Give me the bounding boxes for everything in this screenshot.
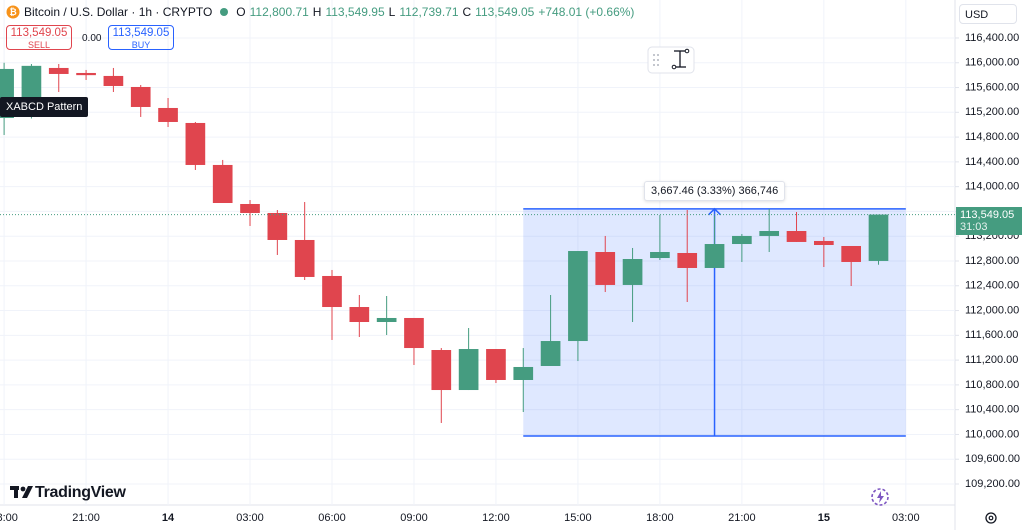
candle-body <box>130 86 151 107</box>
marks <box>0 62 955 437</box>
y-tick-label: 114,000.00 <box>965 181 1019 193</box>
candle-body <box>868 214 889 261</box>
brand: TradingView <box>35 484 126 501</box>
candle-body <box>786 231 807 242</box>
candle-body <box>267 212 288 240</box>
x-tick-label: 21:00 <box>72 512 100 524</box>
ohlc-value: 113,549.05 <box>475 5 535 19</box>
ohlc-label: L <box>388 5 396 19</box>
sell-price: 113,549.05 <box>10 27 68 39</box>
candle-body <box>513 366 534 380</box>
ohlc-value: 113,549.95 <box>325 5 385 19</box>
candle-body <box>841 245 862 262</box>
x-tick-label: 18:00 <box>0 512 18 524</box>
candle-body <box>103 75 124 86</box>
candle-body <box>759 231 780 236</box>
currency-button[interactable]: USD <box>959 4 1017 24</box>
x-tick-label: 03:00 <box>892 512 920 524</box>
x-tick-label: 21:00 <box>728 512 756 524</box>
y-tick-label: 112,400.00 <box>965 280 1019 292</box>
sell-label: SELL <box>27 40 51 50</box>
settings-icon[interactable] <box>985 512 997 524</box>
countdown: 31:03 <box>960 220 988 233</box>
price-tag: 113,549.05 31:03 <box>956 206 1022 235</box>
candle-body <box>76 72 96 76</box>
candle-body <box>48 67 69 74</box>
measure-label: 3,667.46 (3.33%) 366,746 <box>644 181 786 201</box>
y-tick-label: 110,000.00 <box>965 428 1019 440</box>
candle-body <box>322 275 342 308</box>
x-tick-label: 15:00 <box>564 512 592 524</box>
buy-label: BUY <box>131 40 151 50</box>
candle-body <box>294 239 315 277</box>
symbol: Bitcoin / U.S. Dollar · 1h · CRYPTO <box>24 5 213 19</box>
candle-body <box>704 244 725 268</box>
symbol-icon: ₿ <box>6 5 20 19</box>
candle-body <box>595 252 616 285</box>
grid <box>0 0 955 505</box>
candle-body <box>212 164 233 204</box>
price-tag-value: 113,549.05 <box>960 208 1015 221</box>
candle-body <box>650 252 670 259</box>
x-tick-label: 18:00 <box>646 512 674 524</box>
y-tick-label: 111,200.00 <box>965 354 1018 366</box>
candle-body <box>404 317 424 349</box>
x-tick-label: 15 <box>818 512 830 524</box>
svg-text:₿: ₿ <box>9 7 16 17</box>
candle-body <box>486 349 506 380</box>
y-tick-label: 112,000.00 <box>965 304 1019 316</box>
y-tick-label: 114,400.00 <box>965 156 1019 168</box>
buy-price: 113,549.05 <box>112 27 170 39</box>
replay-icon[interactable] <box>871 488 889 506</box>
candle-body <box>732 235 752 245</box>
candle-body <box>185 122 206 165</box>
change: +748.01 (+0.66%) <box>538 5 635 19</box>
x-tick-label: 03:00 <box>236 512 264 524</box>
y-tick-label: 115,600.00 <box>965 81 1019 93</box>
ohlc-label: C <box>462 5 472 19</box>
y-tick-label: 111,600.00 <box>965 329 1018 341</box>
y-tick-label: 114,800.00 <box>965 131 1019 143</box>
ohlc-label: O <box>236 5 246 19</box>
y-tick-label: 112,800.00 <box>965 255 1019 267</box>
candle-body <box>349 307 370 323</box>
y-tick-label: 110,800.00 <box>965 379 1019 391</box>
floating-toolbar[interactable] <box>647 46 695 74</box>
sell-button[interactable]: 113,549.05 SELL <box>6 25 72 50</box>
candle-body <box>431 350 452 391</box>
x-tick-label: 12:00 <box>482 512 510 524</box>
axes: 109,200.00 109,600.00 110,000.00 110,400.00… <box>0 32 1020 524</box>
candle-body <box>814 240 834 246</box>
candle-body <box>540 341 561 366</box>
status-dot <box>220 8 229 16</box>
y-tick-label: 115,200.00 <box>965 106 1019 118</box>
measure-arrow-head <box>708 207 722 216</box>
y-tick-label: 110,400.00 <box>965 404 1019 416</box>
x-tick-label: 14 <box>162 512 175 524</box>
spread: 0.00 <box>82 33 102 44</box>
candle-body <box>622 259 643 285</box>
x-tick-label: 06:00 <box>318 512 346 524</box>
x-tick-label: 09:00 <box>400 512 428 524</box>
candle-body <box>458 349 479 391</box>
y-tick-label: 116,000.00 <box>965 57 1019 69</box>
ohlc-value: 112,739.71 <box>399 5 459 19</box>
brand-icon <box>10 486 33 498</box>
y-tick-label: 109,600.00 <box>965 453 1020 465</box>
buy-button[interactable]: 113,549.05 BUY <box>108 25 174 50</box>
candle-body <box>677 252 698 268</box>
ohlc-label: H <box>312 5 322 19</box>
candle-body <box>568 251 588 342</box>
candle-body <box>158 107 178 122</box>
y-tick-label: 116,400.00 <box>965 32 1019 44</box>
pattern-label: XABCD Pattern <box>0 97 89 117</box>
ohlc-value: 112,800.71 <box>249 5 309 19</box>
candle-body <box>240 203 260 213</box>
y-tick-label: 109,200.00 <box>965 478 1020 490</box>
candle-body <box>376 317 397 323</box>
